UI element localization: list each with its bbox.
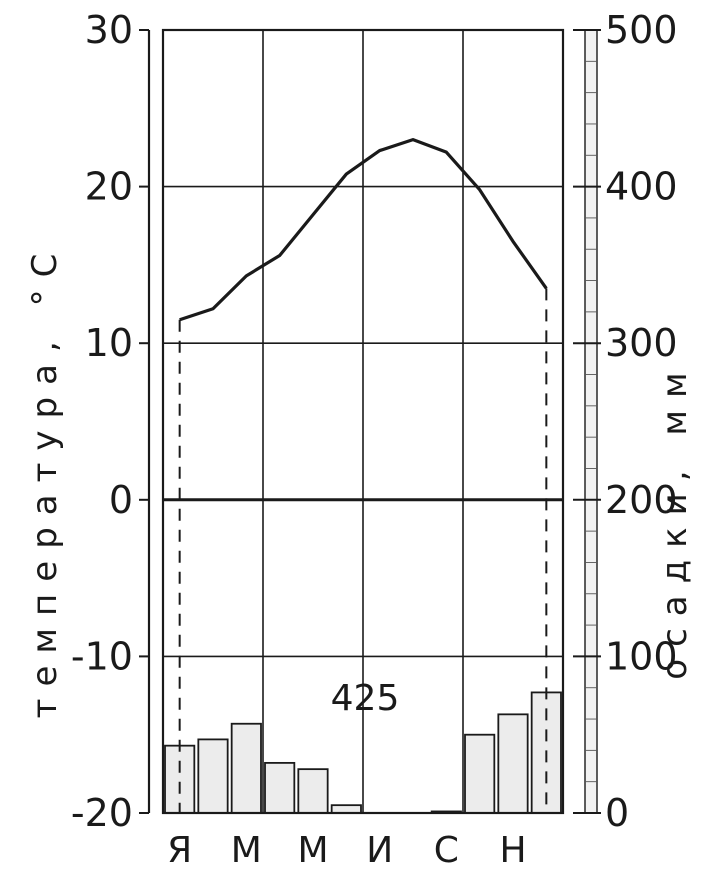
plot-frame	[147, 28, 565, 815]
left-axis-ticks: -20 -10 0 10 20 30	[71, 8, 149, 835]
precipitation-bar	[197, 738, 229, 814]
plot-border	[161, 28, 565, 815]
temperature-line	[179, 138, 548, 322]
month-label: Я	[167, 830, 192, 869]
right-tick-label: 300	[605, 321, 678, 365]
right-axis-title: осадки, мм	[655, 360, 695, 679]
left-axis-title: температура, °С	[25, 242, 65, 719]
temperature-series	[179, 138, 548, 322]
right-tick-label: 200	[605, 478, 678, 522]
right-tick-label: 100	[605, 634, 678, 678]
month-label: Н	[499, 830, 526, 869]
left-tick-label: -10	[71, 634, 133, 678]
dashed-guides	[178, 288, 548, 813]
precipitation-bar	[264, 761, 296, 814]
precipitation-bar	[464, 733, 496, 814]
month-label: М	[231, 830, 262, 869]
precipitation-scale-bar	[584, 29, 598, 814]
right-tick-label: 400	[605, 165, 678, 209]
left-tick-label: 30	[85, 8, 133, 52]
month-label: И	[366, 830, 393, 869]
right-axis: 0 100 200 300 400 500	[573, 8, 678, 835]
precipitation-bar	[230, 722, 262, 814]
precipitation-bar	[297, 768, 329, 814]
precipitation-bar	[330, 804, 362, 814]
right-tick-label: 0	[605, 791, 629, 835]
left-tick-label: -20	[71, 791, 133, 835]
annual-precipitation-label: 425	[331, 678, 400, 719]
left-tick-label: 0	[109, 478, 133, 522]
precipitation-bars	[164, 691, 562, 814]
left-tick-label: 10	[85, 321, 133, 365]
right-tick-label: 500	[605, 8, 678, 52]
precipitation-bar	[497, 713, 529, 814]
left-tick-label: 20	[85, 165, 133, 209]
month-label: С	[434, 830, 459, 869]
month-label: М	[297, 830, 328, 869]
